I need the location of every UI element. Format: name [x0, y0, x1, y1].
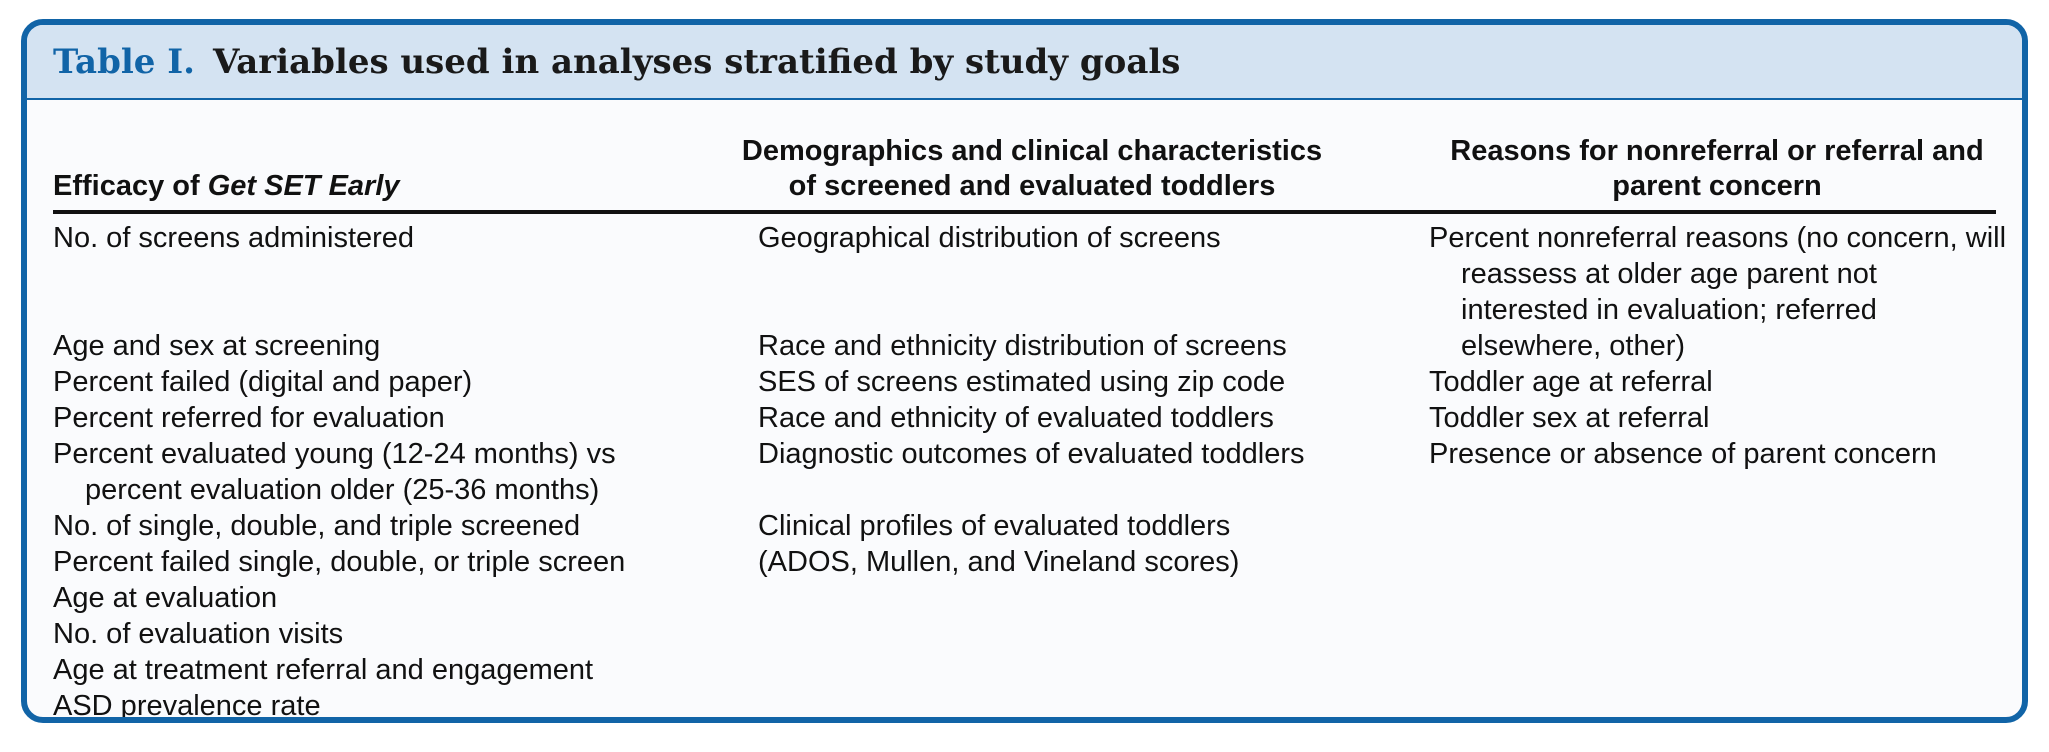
table-body: Efficacy of Get SET Early Demographics a…: [27, 100, 2022, 717]
table-cell: Toddler age at referral: [1429, 366, 1713, 398]
column-header-demographics: Demographics and clinical characteristic…: [741, 135, 1323, 202]
table-cell: Toddler sex at referral: [1429, 402, 1710, 434]
table-cell: Clinical profiles of evaluated toddlers: [758, 510, 1231, 542]
column-efficacy: No. of screens administered Age and sex …: [53, 220, 713, 722]
table-cell: Percent evaluated young (12-24 months) v…: [53, 438, 616, 506]
table-cell: Geographical distribution of screens: [758, 222, 1221, 254]
table-cell: Presence or absence of parent concern: [1429, 438, 1937, 470]
table-cell: SES of screens estimated using zip code: [758, 366, 1286, 398]
table-title: Variables used in analyses stratified by…: [212, 41, 1181, 82]
column-reasons: Percent nonreferral reasons (no concern,…: [1429, 220, 2009, 472]
table-frame: Table I. Variables used in analyses stra…: [21, 19, 2028, 723]
table-cell: Race and ethnicity of evaluated toddlers: [758, 402, 1274, 434]
table-cell: Age at evaluation: [53, 582, 278, 614]
column-header-efficacy: Efficacy of Get SET Early: [53, 169, 400, 204]
table-cell: Percent failed (digital and paper): [53, 366, 473, 398]
table-cell: No. of evaluation visits: [53, 618, 344, 650]
header-rule: [53, 210, 1996, 214]
table-cell: Race and ethnicity distribution of scree…: [758, 330, 1287, 362]
table-cell: Percent nonreferral reasons (no concern,…: [1429, 222, 2007, 362]
table-cell: No. of screens administered: [53, 222, 415, 254]
table-cell: (ADOS, Mullen, and Vineland scores): [758, 546, 1240, 578]
header-italic: Get SET Early: [207, 170, 400, 202]
table-cell: Age at treatment referral and engagement: [53, 654, 594, 686]
column-header-reasons: Reasons for nonreferral or referral and …: [1450, 135, 1984, 202]
table-cell: Diagnostic outcomes of evaluated toddler…: [758, 438, 1305, 470]
table-cell: Percent failed single, double, or triple…: [53, 546, 626, 578]
column-demographics: Geographical distribution of screens Rac…: [758, 220, 1378, 580]
table-label: Table I.: [53, 41, 195, 82]
table-title-bar: Table I. Variables used in analyses stra…: [27, 25, 2022, 100]
table-cell: ASD prevalence rate: [53, 690, 321, 722]
table-cell: Percent referred for evaluation: [53, 402, 445, 434]
table-cell: No. of single, double, and triple screen…: [53, 510, 581, 542]
table-cell: Age and sex at screening: [53, 330, 381, 362]
header-prefix: Efficacy of: [53, 170, 208, 202]
